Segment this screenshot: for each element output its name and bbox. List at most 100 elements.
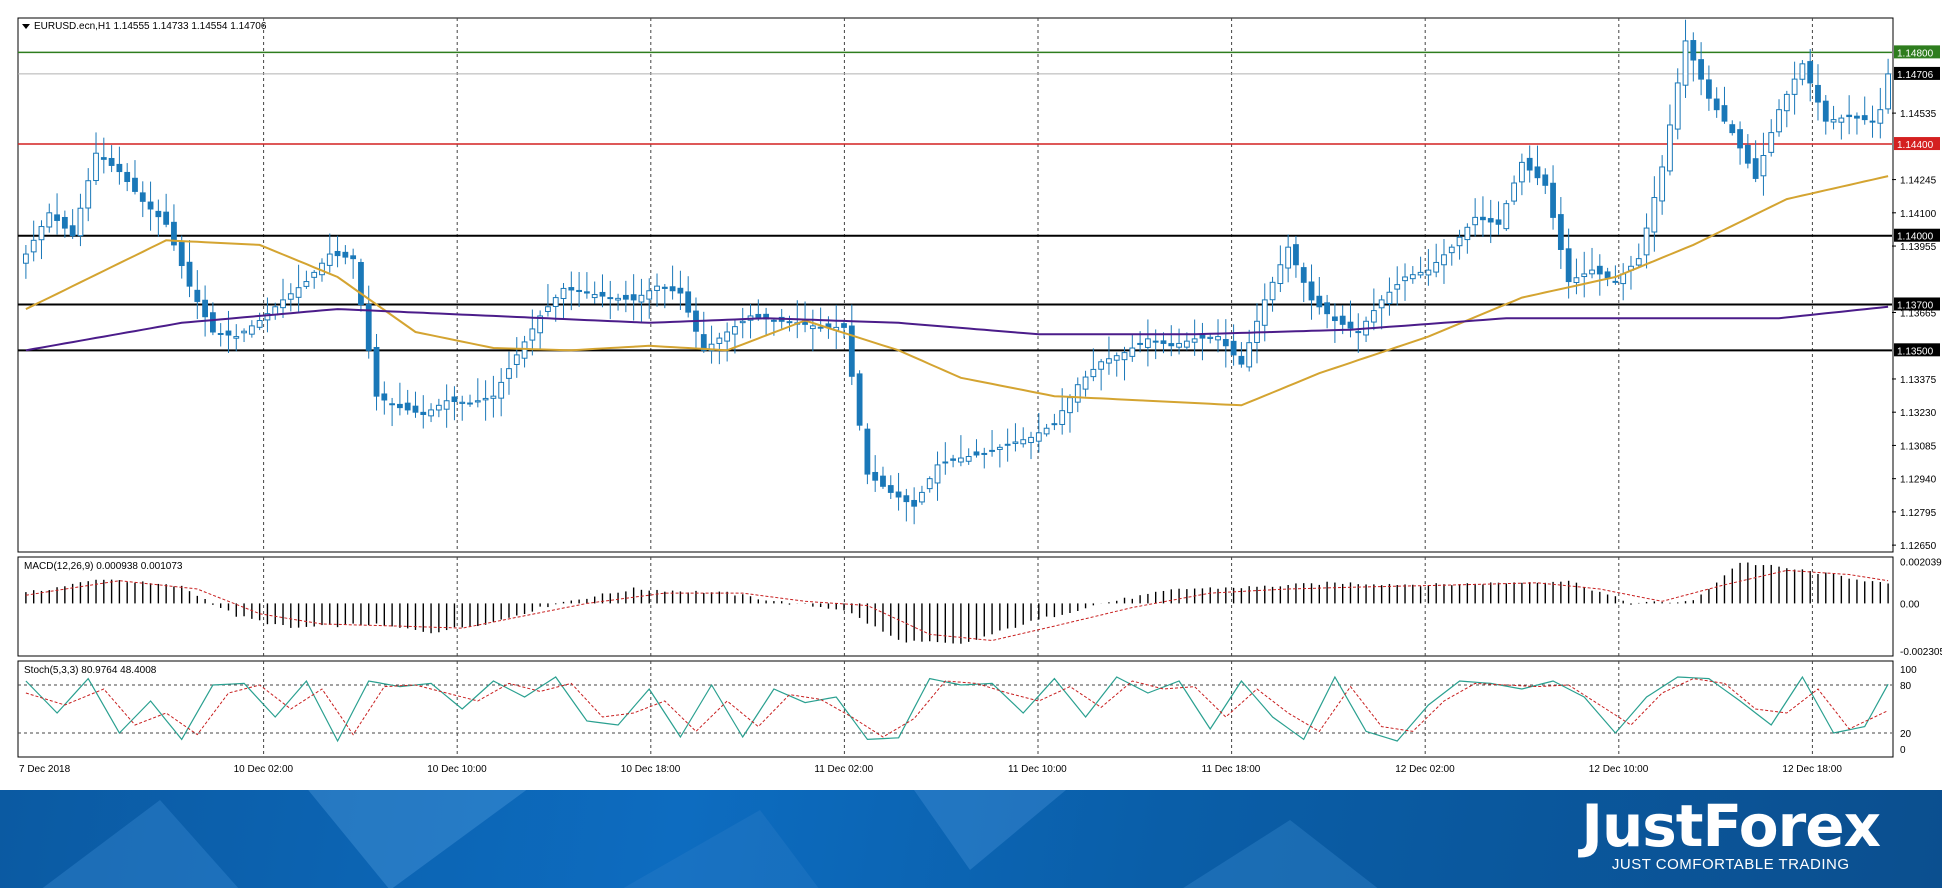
candle[interactable] <box>147 201 154 210</box>
candle[interactable] <box>280 299 286 309</box>
candle[interactable] <box>513 354 520 365</box>
candle[interactable] <box>303 281 310 287</box>
candle[interactable] <box>1448 246 1455 254</box>
candle[interactable] <box>1199 334 1206 339</box>
candle[interactable] <box>342 251 349 258</box>
candle[interactable] <box>1464 226 1471 241</box>
stoch-pane[interactable] <box>17 660 1894 758</box>
candle[interactable] <box>311 271 318 278</box>
candle[interactable] <box>1861 115 1868 121</box>
candle[interactable] <box>1129 347 1136 357</box>
candle[interactable] <box>685 291 692 313</box>
candle[interactable] <box>1838 117 1845 123</box>
candle[interactable] <box>1176 342 1182 348</box>
candle[interactable] <box>996 446 1003 450</box>
candle[interactable] <box>755 313 762 318</box>
candle[interactable] <box>1830 119 1837 123</box>
candle[interactable] <box>1269 281 1276 301</box>
candle[interactable] <box>919 491 925 503</box>
candle[interactable] <box>474 400 481 403</box>
candle[interactable] <box>1752 158 1759 179</box>
candle[interactable] <box>1542 174 1549 186</box>
candle[interactable] <box>1635 258 1642 266</box>
candle[interactable] <box>350 255 357 260</box>
candle[interactable] <box>85 180 92 209</box>
candle[interactable] <box>1106 358 1112 364</box>
candle[interactable] <box>677 287 684 294</box>
candle[interactable] <box>1355 331 1362 334</box>
candle[interactable] <box>77 207 84 237</box>
candle[interactable] <box>545 306 551 312</box>
candle[interactable] <box>1043 427 1050 435</box>
candle[interactable] <box>1776 109 1782 133</box>
candle[interactable] <box>591 294 598 299</box>
candle[interactable] <box>576 289 582 292</box>
candle[interactable] <box>1659 166 1666 202</box>
candle[interactable] <box>708 343 715 352</box>
candle[interactable] <box>599 291 606 297</box>
candle[interactable] <box>1285 246 1292 269</box>
candle[interactable] <box>108 157 115 166</box>
candle[interactable] <box>856 373 863 426</box>
candle[interactable] <box>1191 338 1198 343</box>
candle[interactable] <box>848 325 855 377</box>
candle[interactable] <box>934 464 941 484</box>
candle[interactable] <box>248 325 255 335</box>
candle[interactable] <box>420 411 427 415</box>
candle[interactable] <box>443 400 450 410</box>
candle[interactable] <box>1815 84 1821 103</box>
candle[interactable] <box>887 485 894 493</box>
candle[interactable] <box>1230 340 1237 356</box>
candle[interactable] <box>334 250 341 257</box>
candle[interactable] <box>529 328 536 341</box>
candle[interactable] <box>1394 284 1401 290</box>
candle[interactable] <box>521 341 528 359</box>
candle[interactable] <box>38 226 45 241</box>
candle[interactable] <box>817 326 824 329</box>
macd-pane[interactable] <box>17 556 1894 657</box>
candle[interactable] <box>1332 316 1338 322</box>
candle[interactable] <box>880 475 886 487</box>
candle[interactable] <box>1612 280 1619 283</box>
candle[interactable] <box>607 297 614 300</box>
candle[interactable] <box>1877 109 1884 124</box>
candle[interactable] <box>1246 342 1253 368</box>
candle[interactable] <box>61 216 68 229</box>
candle[interactable] <box>23 253 29 264</box>
candle[interactable] <box>1004 443 1011 446</box>
candle[interactable] <box>373 346 380 397</box>
candle[interactable] <box>568 287 575 291</box>
candle[interactable] <box>1822 100 1829 122</box>
candle[interactable] <box>1074 384 1081 403</box>
candle[interactable] <box>54 214 60 221</box>
candle[interactable] <box>942 461 949 464</box>
candle[interactable] <box>69 225 76 237</box>
candle[interactable] <box>1051 423 1058 426</box>
candle[interactable] <box>186 261 193 287</box>
candle[interactable] <box>1012 441 1019 444</box>
candle[interactable] <box>958 457 964 463</box>
candle[interactable] <box>1869 120 1876 123</box>
candle[interactable] <box>264 313 271 321</box>
candle[interactable] <box>295 287 302 298</box>
candle[interactable] <box>1791 78 1798 95</box>
candle[interactable] <box>1293 244 1299 266</box>
candle[interactable] <box>1339 315 1346 325</box>
candle[interactable] <box>1674 82 1681 130</box>
candle[interactable] <box>584 291 590 294</box>
candle[interactable] <box>93 152 99 182</box>
candle[interactable] <box>1721 105 1728 122</box>
candle[interactable] <box>1682 40 1689 86</box>
candle[interactable] <box>630 294 637 301</box>
candle[interactable] <box>1526 157 1533 171</box>
candle[interactable] <box>1807 61 1814 84</box>
candle[interactable] <box>482 397 489 401</box>
candle[interactable] <box>732 326 738 335</box>
candle[interactable] <box>30 239 37 253</box>
candle[interactable] <box>1737 129 1743 149</box>
candle[interactable] <box>1565 248 1572 283</box>
candle[interactable] <box>217 333 224 336</box>
candle[interactable] <box>1690 40 1697 61</box>
candle[interactable] <box>802 321 808 325</box>
candle[interactable] <box>1706 79 1712 99</box>
